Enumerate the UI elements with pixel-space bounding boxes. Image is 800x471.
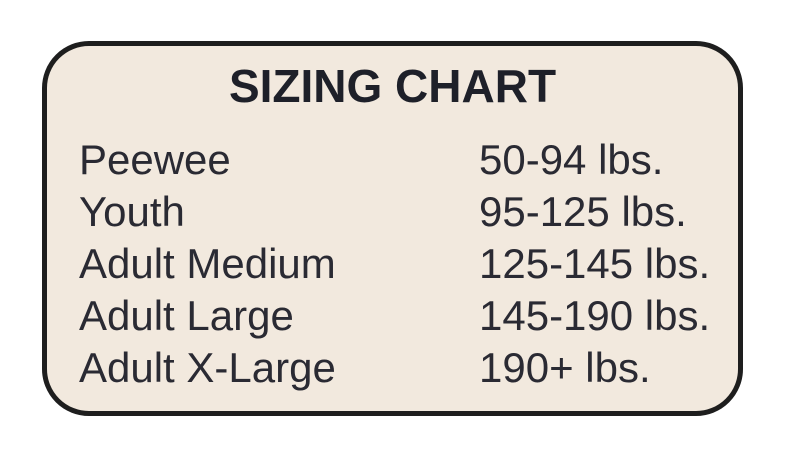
sizing-table: Peewee 50-94 lbs. Youth 95-125 lbs. Adul… <box>47 134 738 394</box>
table-row: Adult Medium 125-145 lbs. <box>47 238 738 290</box>
weight-range: 145-190 lbs. <box>479 292 711 339</box>
weight-range: 190+ lbs. <box>479 344 651 391</box>
weight-range: 95-125 lbs. <box>479 188 687 235</box>
table-row: Youth 95-125 lbs. <box>47 186 738 238</box>
sizing-chart-panel: SIZING CHART Peewee 50-94 lbs. Youth 95-… <box>42 41 743 416</box>
size-name: Peewee <box>79 136 231 183</box>
size-name: Youth <box>79 188 185 235</box>
table-row: Adult Large 145-190 lbs. <box>47 290 738 342</box>
size-name: Adult Medium <box>79 240 336 287</box>
table-row: Adult X-Large 190+ lbs. <box>47 342 738 394</box>
size-name: Adult Large <box>79 292 294 339</box>
sizing-chart-title: SIZING CHART <box>228 60 557 112</box>
weight-range: 50-94 lbs. <box>479 136 664 183</box>
weight-range: 125-145 lbs. <box>479 240 711 287</box>
size-name: Adult X-Large <box>79 344 336 391</box>
table-row: Peewee 50-94 lbs. <box>47 134 738 186</box>
